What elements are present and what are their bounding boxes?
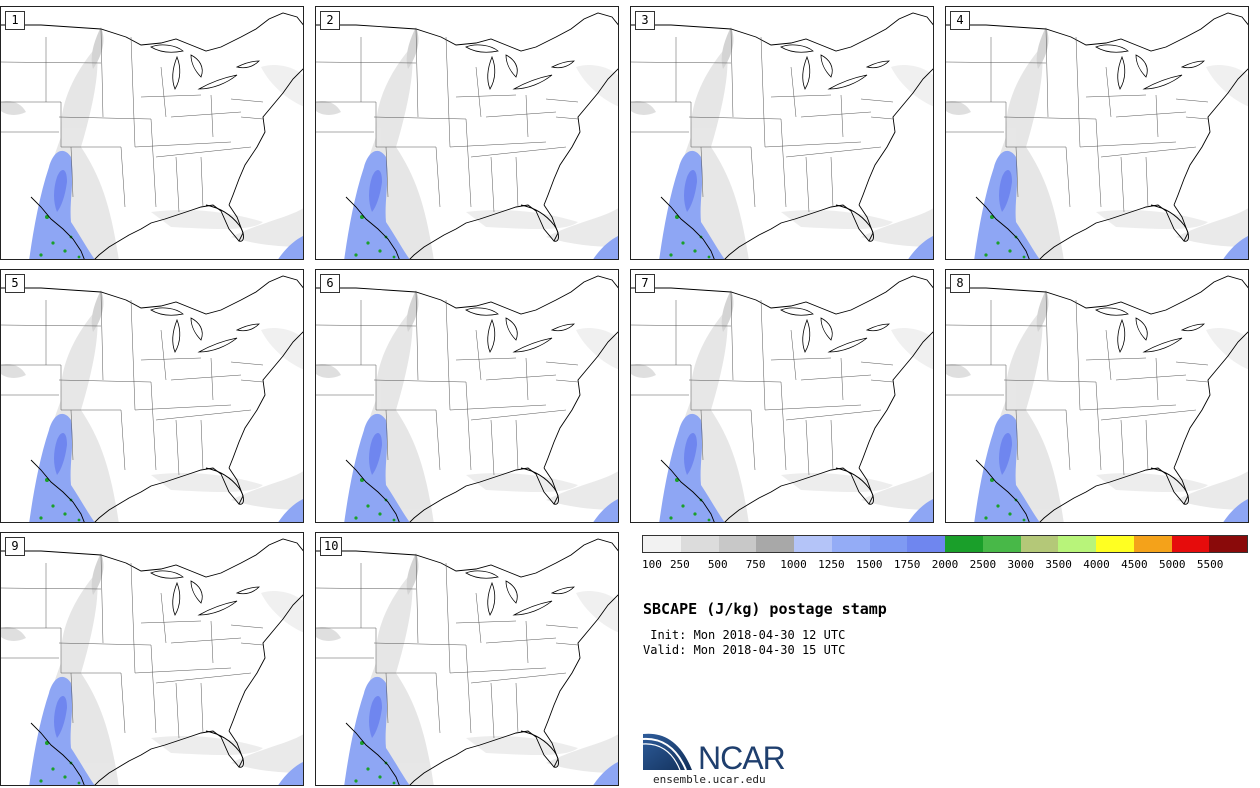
colorbar-segment	[982, 536, 1021, 552]
sbcape-map	[946, 275, 1248, 522]
colorbar-segment	[1020, 536, 1059, 552]
colorbar-tick: 3000	[1007, 558, 1035, 571]
map-panel: 9	[0, 532, 304, 786]
sbcape-map	[631, 275, 933, 522]
colorbar-tick: 3500	[1045, 558, 1072, 571]
colorbar-tick: 750	[745, 558, 766, 571]
sbcape-map	[316, 538, 618, 785]
colorbar-tick: 2000	[931, 558, 959, 571]
colorbar-tick: 4500	[1121, 558, 1148, 571]
ncar-logo-icon	[642, 733, 692, 771]
colorbar-tick: 5000	[1159, 558, 1186, 571]
colorbar-segment	[718, 536, 757, 552]
colorbar-segment	[869, 536, 908, 552]
colorbar-segment	[1096, 536, 1134, 552]
colorbar-tick-labels: 100 250 500 750 1000 1250 1500 1750 2000 2500 3000…	[642, 558, 1248, 572]
sbcape-map	[1, 12, 303, 259]
panel-number: 5	[5, 274, 25, 293]
logo-url: ensemble.ucar.edu	[653, 773, 766, 786]
colorbar-segment	[794, 536, 832, 552]
colorbar-tick: 1500	[856, 558, 883, 571]
colorbar-segment	[1171, 536, 1210, 552]
map-panel: 4	[945, 6, 1249, 260]
colorbar-segment	[1209, 536, 1247, 552]
colorbar-segment	[831, 536, 870, 552]
colorbar	[642, 535, 1248, 553]
colorbar-tick: 2500	[969, 558, 997, 571]
map-panel: 8	[945, 269, 1249, 523]
colorbar-tick: 1000	[780, 558, 807, 571]
panel-number: 1	[5, 11, 25, 30]
colorbar-tick: 500	[707, 558, 728, 571]
panel-number: 3	[635, 11, 655, 30]
colorbar-tick: 250	[669, 558, 690, 571]
colorbar-tick: 1750	[893, 558, 921, 571]
map-panel: 3	[630, 6, 934, 260]
colorbar-segment	[1133, 536, 1172, 552]
sbcape-map	[316, 275, 618, 522]
colorbar-segment	[1058, 536, 1096, 552]
colorbar-tick: 100	[642, 558, 662, 571]
panel-number: 9	[5, 537, 25, 556]
logo-wordmark: NCAR	[698, 740, 786, 776]
map-panel: 1	[0, 6, 304, 260]
map-panel: 5	[0, 269, 304, 523]
valid-time: Valid: Mon 2018-04-30 15 UTC	[643, 643, 846, 657]
panel-number: 6	[320, 274, 340, 293]
panel-number: 4	[950, 11, 970, 30]
product-title: SBCAPE (J/kg) postage stamp	[643, 600, 887, 618]
map-panel: 10	[315, 532, 619, 786]
colorbar-tick: 1250	[818, 558, 845, 571]
sbcape-map	[1, 538, 303, 785]
colorbar-tick: 5500	[1196, 558, 1224, 571]
colorbar-segment	[680, 536, 719, 552]
sbcape-map	[316, 12, 618, 259]
colorbar-segment	[756, 536, 794, 552]
map-panel: 6	[315, 269, 619, 523]
panel-number: 2	[320, 11, 340, 30]
colorbar-segment	[907, 536, 945, 552]
map-panel: 7	[630, 269, 934, 523]
panel-number: 8	[950, 274, 970, 293]
colorbar-segment	[643, 536, 681, 552]
sbcape-map	[631, 12, 933, 259]
sbcape-map	[946, 12, 1248, 259]
map-panel: 2	[315, 6, 619, 260]
panel-number: 7	[635, 274, 655, 293]
sbcape-map	[1, 275, 303, 522]
panel-number: 10	[320, 537, 343, 556]
colorbar-segment	[945, 536, 983, 552]
colorbar-tick: 4000	[1083, 558, 1110, 571]
init-time: Init: Mon 2018-04-30 12 UTC	[643, 628, 846, 642]
